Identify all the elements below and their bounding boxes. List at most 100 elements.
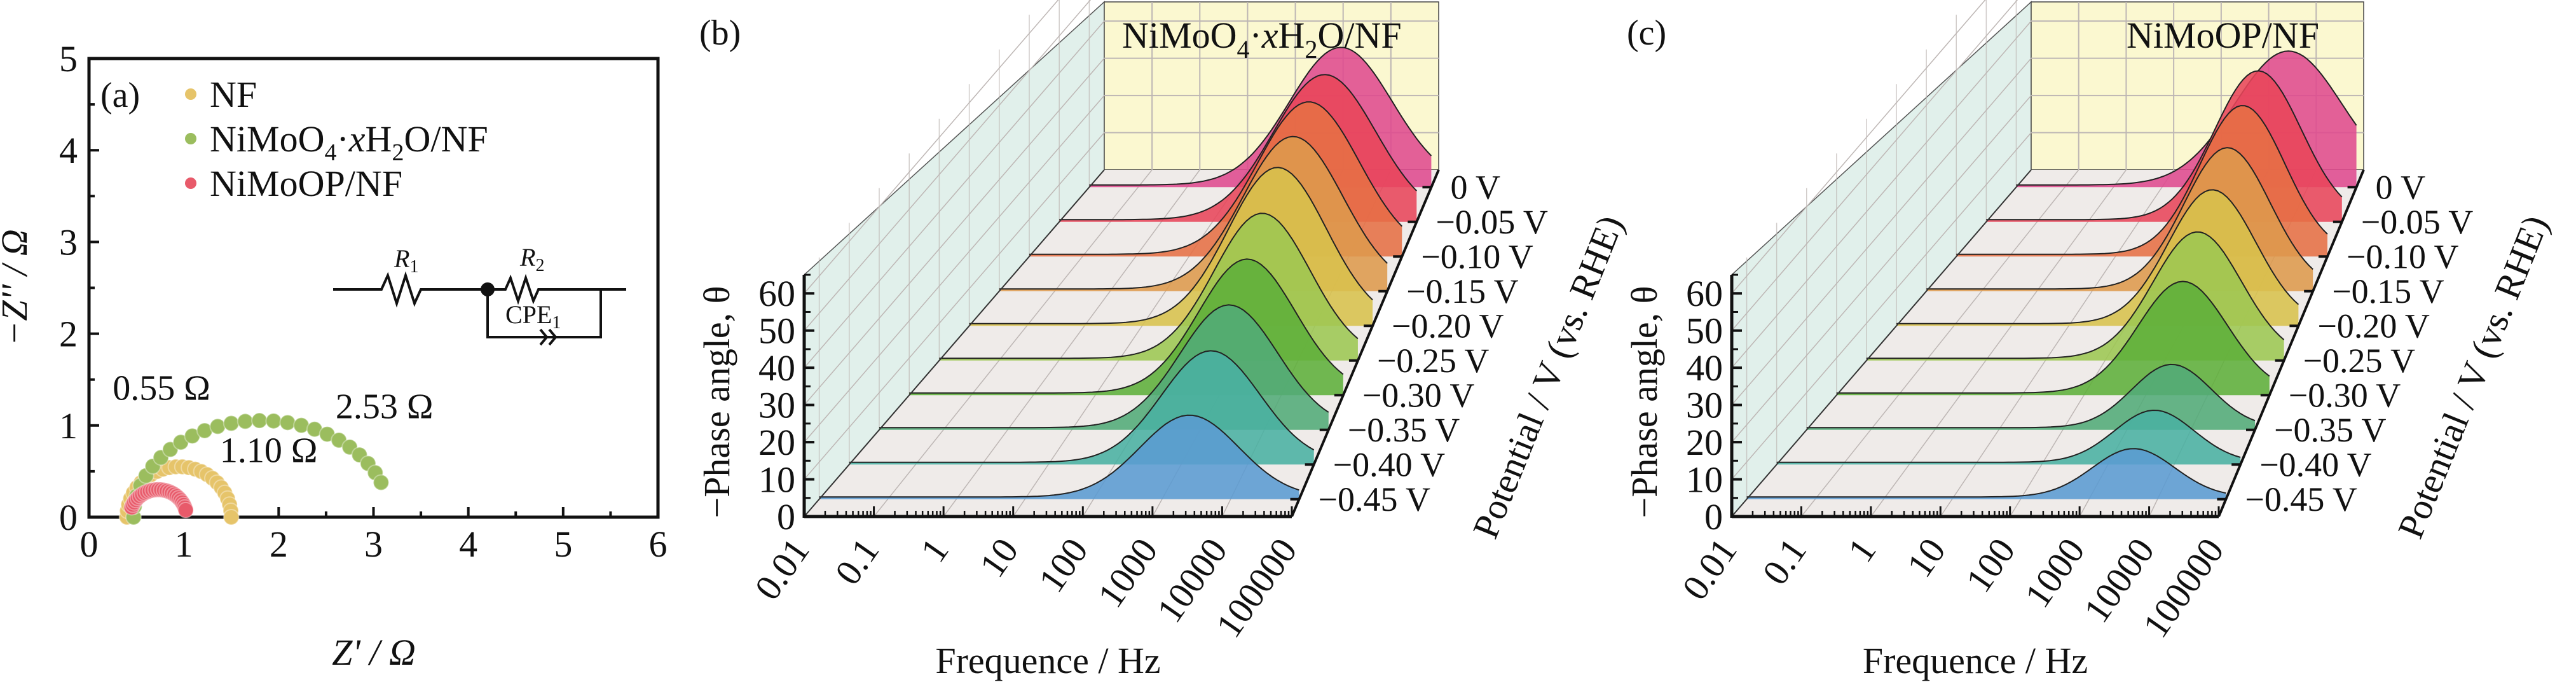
circuit-cpe-label: CPE1 xyxy=(505,300,561,333)
legend-marker-nimoo4 xyxy=(185,133,196,144)
cpe-branch xyxy=(486,289,602,338)
side-grid-diag xyxy=(804,20,1105,368)
legend-marker-nf xyxy=(185,88,196,100)
side-grid-diag xyxy=(1731,95,2032,443)
potential-label: −0.15 V xyxy=(1406,272,1518,310)
floor-left-edge xyxy=(1731,169,2032,517)
legend-label-nimoop: NiMoOP/NF xyxy=(210,163,402,204)
data-point xyxy=(331,432,348,449)
series-line xyxy=(2016,50,2357,186)
y-tick-label: 0 xyxy=(59,497,78,538)
y-tick-label: 0 xyxy=(777,496,795,538)
floor-grid xyxy=(943,169,1200,517)
x-tick-label: 0 xyxy=(80,524,99,565)
y-tick-label: 5 xyxy=(59,38,78,80)
circuit-r2-label: R2 xyxy=(519,243,544,275)
y-axis-ticks: 0 1 2 3 4 5 xyxy=(59,38,99,538)
x-tick-label: 10 xyxy=(971,531,1027,585)
y-tick-label: 10 xyxy=(758,459,795,501)
bode-3d-panel-c: 0 V−0.05 V−0.10 V−0.15 V−0.20 V−0.25 V−0… xyxy=(1624,0,2556,681)
nyquist-plot-panel: 0 1 2 3 4 5 6 0 1 2 3 4 5 (a) NF NiMoO4·xH2O/NF NiM… xyxy=(0,38,668,673)
y-axis-title: −Z'' / Ω xyxy=(0,229,35,345)
potential-label: 0 V xyxy=(1450,168,1500,206)
series-line xyxy=(1806,363,2256,429)
side-grid-diag xyxy=(1731,58,2032,406)
y-tick-label: 4 xyxy=(59,130,78,171)
y-tick-label: 60 xyxy=(758,273,795,314)
side-grid-diag xyxy=(804,58,1105,406)
x-tick-label: 0.01 xyxy=(746,531,817,607)
series-line xyxy=(1059,74,1418,221)
side-grid-diag xyxy=(1731,20,2032,368)
y-tick-label: 30 xyxy=(1686,385,1723,426)
title-part: NiMoO xyxy=(1122,15,1237,56)
x-tick-label: 0.1 xyxy=(1754,531,1814,592)
side-grid-diag xyxy=(804,0,1092,331)
potential-label: −0.45 V xyxy=(2245,480,2357,518)
potential-label: −0.30 V xyxy=(2289,376,2401,414)
z-axis-line xyxy=(1291,169,1440,517)
potential-label: −0.05 V xyxy=(2361,203,2473,241)
annotation-0-55-ohm: 0.55 Ω xyxy=(113,368,210,408)
annotation-2-53-ohm: 2.53 Ω xyxy=(336,387,434,426)
side-grid-diag xyxy=(804,132,1105,480)
bode-3d-panel-b: 0 V−0.05 V−0.10 V−0.15 V−0.20 V−0.25 V−0… xyxy=(696,0,1631,681)
x-axis-title: Frequence / Hz xyxy=(1863,640,2088,681)
title-part: · xyxy=(1249,15,1261,56)
floor-grid xyxy=(1870,169,2127,517)
potential-label: −0.25 V xyxy=(2303,342,2415,380)
y-tick-label: 30 xyxy=(758,385,795,426)
y-tick-label: 40 xyxy=(758,347,795,389)
panel-label: (b) xyxy=(699,13,741,53)
series-line xyxy=(1029,101,1403,255)
x-tick-label: 10 xyxy=(1898,531,1954,585)
side-grid-diag xyxy=(1731,0,2018,331)
equivalent-circuit-diagram xyxy=(333,271,626,346)
y-tick-label: 50 xyxy=(758,310,795,352)
y-tick-label: 20 xyxy=(1686,422,1723,463)
potential-label: −0.10 V xyxy=(1421,237,1533,275)
x-tick-label: 100 xyxy=(1957,531,2023,600)
y-tick-label: 1 xyxy=(59,405,78,447)
side-grid-diag xyxy=(804,0,1059,294)
x-tick-label: 0.1 xyxy=(826,531,887,592)
potential-label: −0.40 V xyxy=(2259,445,2371,483)
annotation-1-10-ohm: 1.10 Ω xyxy=(220,431,318,470)
potential-label: −0.10 V xyxy=(2346,237,2458,275)
series-line xyxy=(1926,147,2313,290)
floor-grid xyxy=(873,169,1153,517)
potential-label: 0 V xyxy=(2376,168,2426,206)
series-line xyxy=(1896,189,2299,324)
potential-label: −0.40 V xyxy=(1333,445,1445,483)
series-line xyxy=(879,304,1329,429)
potential-label: −0.05 V xyxy=(1435,203,1547,241)
potential-label: −0.20 V xyxy=(2317,307,2429,345)
x-tick-label: 1 xyxy=(912,531,957,569)
legend-marker-nimoop xyxy=(185,177,196,189)
series-line xyxy=(939,212,1359,359)
potential-label: −0.25 V xyxy=(1377,342,1489,380)
series-area xyxy=(819,415,1299,499)
floor-grid xyxy=(1013,169,1249,517)
floor-grid xyxy=(1940,169,2174,517)
cpe-symbol xyxy=(539,328,558,346)
series-line xyxy=(909,258,1344,394)
data-point xyxy=(236,413,254,430)
potential-label: −0.45 V xyxy=(1319,480,1430,518)
x-tick-label: 100 xyxy=(1031,531,1096,600)
x-axis-title: Z' / Ω xyxy=(332,632,416,673)
data-point xyxy=(373,474,390,491)
panel-label-a: (a) xyxy=(100,76,140,115)
potential-label: −0.20 V xyxy=(1392,307,1504,345)
series-line xyxy=(1746,448,2226,498)
potential-label: −0.15 V xyxy=(2332,272,2444,310)
y-tick-label: 2 xyxy=(59,314,78,355)
floor-left-edge xyxy=(804,169,1105,517)
x-tick-label: 0.01 xyxy=(1674,531,1744,607)
y-tick-label: 3 xyxy=(59,221,78,263)
potential-label: −0.35 V xyxy=(1348,411,1460,449)
title-part: 4 xyxy=(1237,35,1249,64)
potential-label: −0.30 V xyxy=(1362,376,1474,414)
x-tick-label: 1 xyxy=(175,524,193,565)
title-part: O/NF xyxy=(1317,15,1401,56)
